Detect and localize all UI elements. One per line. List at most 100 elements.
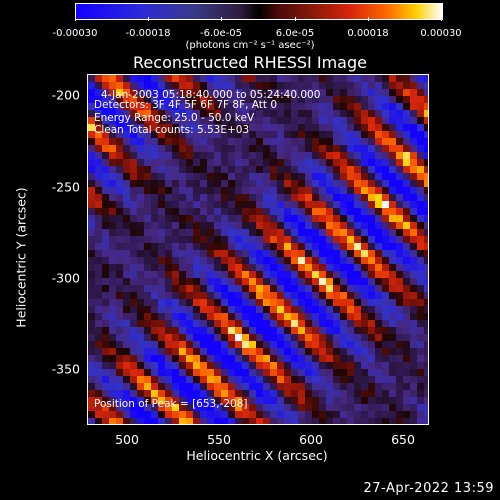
image-pixel: [256, 145, 263, 152]
image-pixel: [291, 327, 298, 334]
image-pixel: [417, 110, 424, 117]
image-pixel: [333, 145, 340, 152]
image-pixel: [144, 124, 151, 131]
image-pixel: [158, 271, 165, 278]
image-pixel: [263, 236, 270, 243]
image-pixel: [88, 355, 95, 362]
image-pixel: [242, 327, 249, 334]
image-pixel: [200, 201, 207, 208]
image-pixel: [354, 369, 361, 376]
image-pixel: [263, 243, 270, 250]
image-pixel: [403, 201, 410, 208]
image-pixel: [123, 376, 130, 383]
image-pixel: [235, 271, 242, 278]
image-pixel: [291, 355, 298, 362]
image-pixel: [116, 397, 123, 404]
time-range-label: 4-Jan-2003 05:18:40.000 to 05:24:40.000: [101, 89, 321, 101]
image-pixel: [291, 390, 298, 397]
image-pixel: [123, 124, 130, 131]
image-pixel: [403, 103, 410, 110]
image-pixel: [137, 362, 144, 369]
image-pixel: [193, 397, 200, 404]
image-pixel: [200, 376, 207, 383]
image-pixel: [242, 222, 249, 229]
image-pixel: [88, 418, 95, 424]
image-pixel: [312, 404, 319, 411]
image-pixel: [151, 138, 158, 145]
image-pixel: [389, 327, 396, 334]
image-pixel: [144, 257, 151, 264]
image-pixel: [228, 82, 235, 89]
image-pixel: [172, 152, 179, 159]
image-pixel: [354, 124, 361, 131]
image-pixel: [200, 82, 207, 89]
image-pixel: [347, 369, 354, 376]
image-pixel: [284, 369, 291, 376]
image-pixel: [305, 166, 312, 173]
image-pixel: [333, 418, 340, 424]
image-pixel: [382, 229, 389, 236]
image-pixel: [165, 117, 172, 124]
image-pixel: [242, 306, 249, 313]
image-pixel: [361, 299, 368, 306]
image-pixel: [130, 418, 137, 424]
image-pixel: [277, 96, 284, 103]
image-pixel: [137, 103, 144, 110]
image-pixel: [214, 383, 221, 390]
image-pixel: [144, 180, 151, 187]
image-pixel: [214, 194, 221, 201]
image-pixel: [319, 397, 326, 404]
image-pixel: [368, 222, 375, 229]
image-pixel: [144, 285, 151, 292]
image-pixel: [256, 383, 263, 390]
image-pixel: [151, 173, 158, 180]
image-pixel: [123, 145, 130, 152]
image-pixel: [151, 320, 158, 327]
image-pixel: [396, 341, 403, 348]
image-pixel: [144, 159, 151, 166]
image-pixel: [144, 278, 151, 285]
image-pixel: [116, 383, 123, 390]
image-pixel: [277, 145, 284, 152]
image-pixel: [179, 173, 186, 180]
image-pixel: [263, 124, 270, 131]
image-pixel: [165, 222, 172, 229]
image-pixel: [305, 75, 312, 82]
image-pixel: [144, 117, 151, 124]
image-pixel: [361, 145, 368, 152]
image-pixel: [263, 313, 270, 320]
image-pixel: [368, 236, 375, 243]
image-pixel: [228, 208, 235, 215]
image-pixel: [151, 313, 158, 320]
image-pixel: [109, 229, 116, 236]
image-pixel: [179, 348, 186, 355]
image-pixel: [277, 397, 284, 404]
image-pixel: [158, 397, 165, 404]
image-pixel: [375, 201, 382, 208]
image-pixel: [151, 264, 158, 271]
y-axis-label: Heliocentric Y (arcsec): [13, 187, 29, 328]
image-pixel: [375, 117, 382, 124]
image-pixel: [347, 152, 354, 159]
image-pixel: [291, 243, 298, 250]
image-pixel: [235, 341, 242, 348]
image-pixel: [193, 341, 200, 348]
image-pixel: [123, 411, 130, 418]
image-pixel: [270, 313, 277, 320]
image-pixel: [186, 229, 193, 236]
image-pixel: [158, 383, 165, 390]
image-pixel: [424, 418, 428, 424]
image-pixel: [340, 355, 347, 362]
image-pixel: [354, 271, 361, 278]
image-pixel: [396, 271, 403, 278]
image-pixel: [193, 257, 200, 264]
image-pixel: [263, 383, 270, 390]
image-pixel: [214, 313, 221, 320]
image-pixel: [256, 208, 263, 215]
image-pixel: [207, 194, 214, 201]
image-pixel: [193, 299, 200, 306]
image-pixel: [102, 138, 109, 145]
image-pixel: [137, 355, 144, 362]
image-pixel: [277, 138, 284, 145]
image-pixel: [403, 404, 410, 411]
